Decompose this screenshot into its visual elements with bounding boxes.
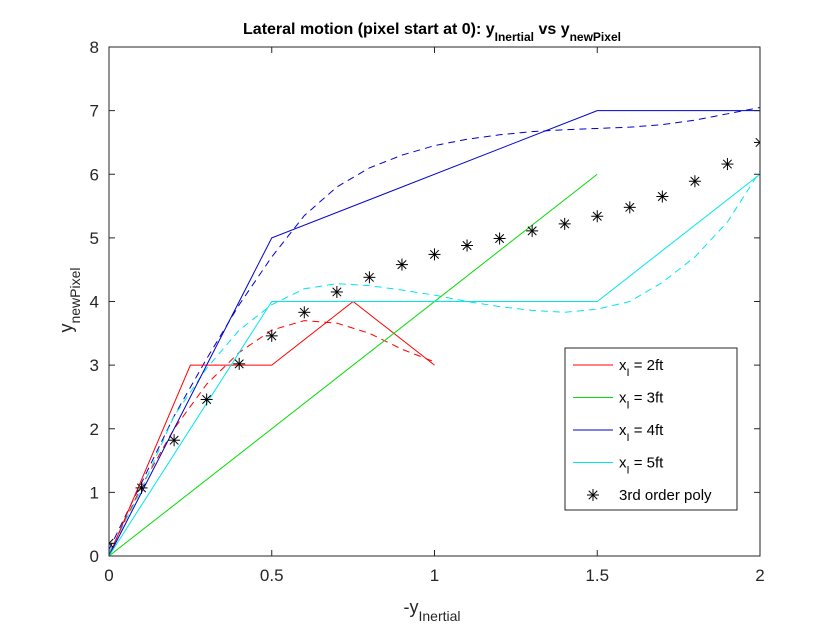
poly-marker-11-d2	[429, 249, 440, 260]
y-tick-label-8: 7	[90, 102, 99, 121]
poly-marker-7	[298, 306, 311, 319]
x-tick-label-1: 0	[104, 566, 113, 585]
series-line-4	[109, 173, 760, 556]
series-line-3	[109, 110, 760, 556]
legend-label-3: xI = 4ft	[619, 422, 664, 444]
x-tick-label-3: 1	[430, 566, 439, 585]
poly-marker-16	[591, 210, 604, 223]
y-axis-label: ynewPixel	[56, 267, 83, 332]
x-tick-label-5: 2	[755, 566, 764, 585]
poly-marker-6	[265, 329, 278, 342]
poly-marker-7-d2	[299, 307, 309, 317]
poly-marker-4-d2	[202, 394, 212, 405]
poly-marker-8-d2	[332, 287, 342, 297]
series-line-1	[109, 300, 435, 556]
y-tick-label-3: 2	[90, 420, 99, 439]
poly-marker-2-d2	[136, 483, 147, 493]
poly-marker-3	[168, 434, 181, 447]
poly-marker-11	[428, 248, 441, 261]
poly-marker-13	[493, 232, 506, 245]
poly-marker-12	[461, 239, 474, 252]
poly-marker-5-d2	[234, 359, 244, 369]
poly-marker-15-d2	[560, 219, 570, 229]
legend-marker-5	[587, 489, 599, 501]
poly-marker-1	[109, 537, 115, 550]
poly-marker-2	[135, 481, 148, 494]
y-tick-label-1: 0	[90, 547, 99, 566]
poly-marker-14	[526, 224, 539, 237]
poly-marker-17-d2	[625, 202, 635, 212]
y-tick-label-4: 3	[90, 356, 99, 375]
y-tick-label-7: 6	[90, 165, 99, 184]
poly-marker-10	[395, 258, 408, 271]
x-tick-label-4: 1.5	[585, 566, 609, 585]
data-layer	[109, 106, 760, 556]
poly-marker-8	[330, 285, 343, 298]
series-line-2	[109, 173, 598, 556]
poly-marker-1-d1	[109, 542, 114, 548]
poly-marker-9-d2	[364, 272, 374, 282]
fit-curve-2	[109, 106, 760, 550]
poly-markers	[109, 136, 760, 550]
poly-marker-13-d2	[495, 233, 505, 244]
poly-marker-20	[721, 158, 734, 171]
poly-marker-18	[656, 190, 669, 203]
poly-marker-19	[688, 175, 701, 188]
poly-marker-19-d2	[690, 176, 700, 186]
poly-marker-3-d2	[169, 435, 179, 445]
y-tick-label-9: 8	[90, 38, 99, 57]
legend-label-1: xI = 2ft	[619, 357, 664, 379]
legend-label-2: xI = 3ft	[619, 390, 664, 412]
poly-marker-17	[623, 201, 636, 214]
poly-marker-20-d2	[722, 159, 733, 169]
y-tick-label-2: 1	[90, 483, 99, 502]
legend: xI = 2ft xI = 3ft xI = 4ft xI = 5ft 3rd orde…	[564, 347, 738, 511]
poly-marker-9	[363, 271, 376, 284]
y-tick-label-6: 5	[90, 229, 99, 248]
fit-curve-3	[109, 170, 760, 554]
poly-marker-4	[200, 393, 213, 406]
legend-label-4: xI = 5ft	[619, 455, 664, 477]
legend-marker-5-d2	[588, 490, 598, 500]
legend-box	[564, 347, 738, 511]
poly-marker-14-d2	[527, 226, 537, 236]
poly-marker-1-d2	[109, 538, 114, 544]
x-tick-label-2: 0.5	[260, 566, 284, 585]
poly-marker-21-d1	[755, 137, 760, 144]
chart-title: Lateral motion (pixel start at 0): yIner…	[243, 21, 621, 44]
legend-label-5: 3rd order poly	[619, 487, 712, 504]
x-axis-label: -yInertial	[403, 597, 460, 624]
poly-marker-18-d2	[657, 191, 667, 202]
poly-marker-15	[558, 217, 571, 230]
poly-marker-5	[233, 357, 246, 370]
poly-marker-10-d2	[397, 260, 407, 270]
poly-marker-21-d2	[755, 141, 760, 148]
poly-marker-12-d2	[462, 240, 472, 251]
poly-marker-21	[754, 136, 760, 149]
poly-marker-6-d2	[267, 331, 277, 341]
y-tick-label-5: 4	[90, 293, 99, 312]
poly-marker-16-d2	[592, 211, 602, 221]
